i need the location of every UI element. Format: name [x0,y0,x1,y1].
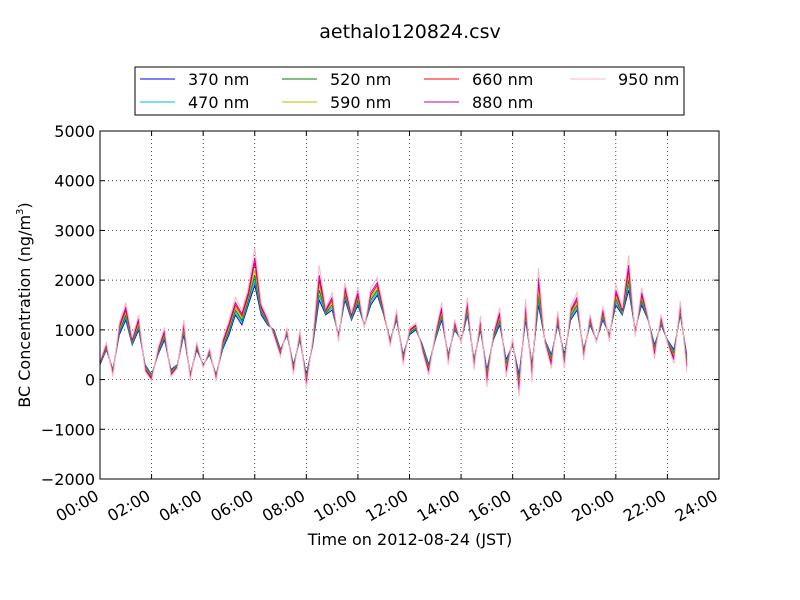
grid-layer [99,130,720,480]
x-tick-label: 20:00 [568,486,617,526]
series-line [99,262,688,388]
series-layer [99,247,688,397]
legend: 370 nm 470 nm 520 nm 590 nm 660 nm 880 nm 950 … [134,66,685,116]
x-tick-label: 04:00 [156,486,205,526]
x-tick-label: 18:00 [517,486,566,526]
x-tick-label: 08:00 [259,486,308,526]
y-axis-label-superscript: 3 [15,209,26,215]
legend-box [134,66,685,116]
y-tick-label: 0 [85,371,95,390]
x-tick-label: 00:00 [53,486,102,526]
x-axis-label: Time on 2012-08-24 (JST) [307,530,512,549]
y-axis-label: BC Concentration (ng/m3) [15,202,34,407]
legend-label: 660 nm [472,70,533,89]
y-tick-label: 4000 [54,172,95,191]
x-tick-label: 22:00 [620,486,669,526]
x-tick-label: 24:00 [672,486,721,526]
y-axis-label-prefix: BC Concentration (ng/m [15,215,34,408]
y-axis-label-suffix: ) [15,202,34,208]
y-tick-label: 1000 [54,321,95,340]
series-line [99,257,688,391]
y-tick-label: 5000 [54,122,95,141]
x-tick-label: 16:00 [465,486,514,526]
legend-label: 590 nm [330,93,391,112]
x-tick-label: 06:00 [207,486,256,526]
chart-title: aethalo120824.csv [319,21,501,43]
y-tick-label: −1000 [41,420,95,439]
legend-label: 370 nm [188,70,249,89]
x-tick-label: 12:00 [362,486,411,526]
y-tick-label: −2000 [41,470,95,489]
legend-label: 950 nm [618,70,679,89]
legend-label: 520 nm [330,70,391,89]
y-tick-label: 2000 [54,271,95,290]
x-tick-label: 02:00 [104,486,153,526]
x-tick-label: 14:00 [414,486,463,526]
legend-label: 470 nm [188,93,249,112]
legend-label: 880 nm [472,93,533,112]
y-tick-label: 3000 [54,221,95,240]
series-line [99,247,688,397]
ticks-layer: 00:00 02:00 04:00 06:00 08:00 10:00 12:00 14:00… [41,122,721,526]
x-tick-label: 10:00 [310,486,359,526]
